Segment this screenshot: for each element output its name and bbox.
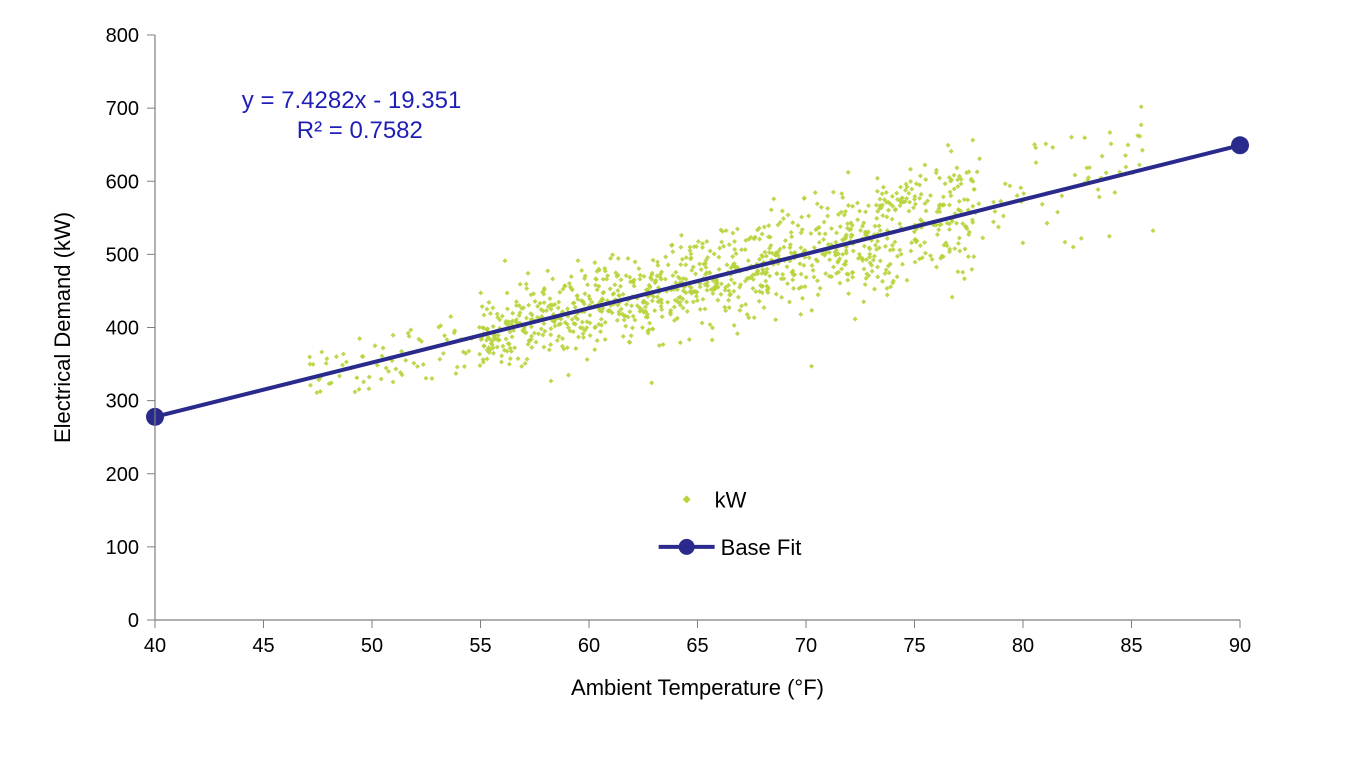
x-tick-label: 55 [469,635,491,657]
x-tick-label: 80 [1012,635,1034,657]
y-tick-label: 100 [106,537,139,559]
equation-line-2: R² = 0.7582 [297,117,423,144]
y-tick-label: 600 [106,171,139,193]
y-tick-label: 700 [106,98,139,120]
y-tick-label: 800 [106,25,139,47]
x-axis-title: Ambient Temperature (°F) [571,675,824,700]
x-tick-label: 75 [903,635,925,657]
chart-container: 40 45 50 55 60 65 70 75 80 85 90 0 100 200 300 400 500 60… [0,0,1350,768]
y-tick-label: 500 [106,244,139,266]
equation-line-1: y = 7.4282x - 19.351 [242,87,461,114]
y-axis-title: Electrical Demand (kW) [50,212,75,443]
y-tick-label: 300 [106,391,139,413]
x-tick-label: 70 [795,635,817,657]
y-tick-label: 200 [106,464,139,486]
legend-label-kw: kW [715,487,747,512]
legend-label-fit: Base Fit [721,535,802,560]
x-tick-label: 50 [361,635,383,657]
y-tick-label: 0 [128,610,139,632]
x-tick-label: 90 [1229,635,1251,657]
x-tick-label: 65 [686,635,708,657]
x-tick-label: 45 [252,635,274,657]
fit-endpoint-right [1231,136,1249,154]
y-tick-label: 400 [106,318,139,340]
legend-marker-fit [679,539,695,555]
x-tick-label: 85 [1120,635,1142,657]
x-tick-label: 60 [578,635,600,657]
scatter-chart: 40 45 50 55 60 65 70 75 80 85 90 0 100 200 300 400 500 60… [0,0,1350,768]
x-tick-label: 40 [144,635,166,657]
